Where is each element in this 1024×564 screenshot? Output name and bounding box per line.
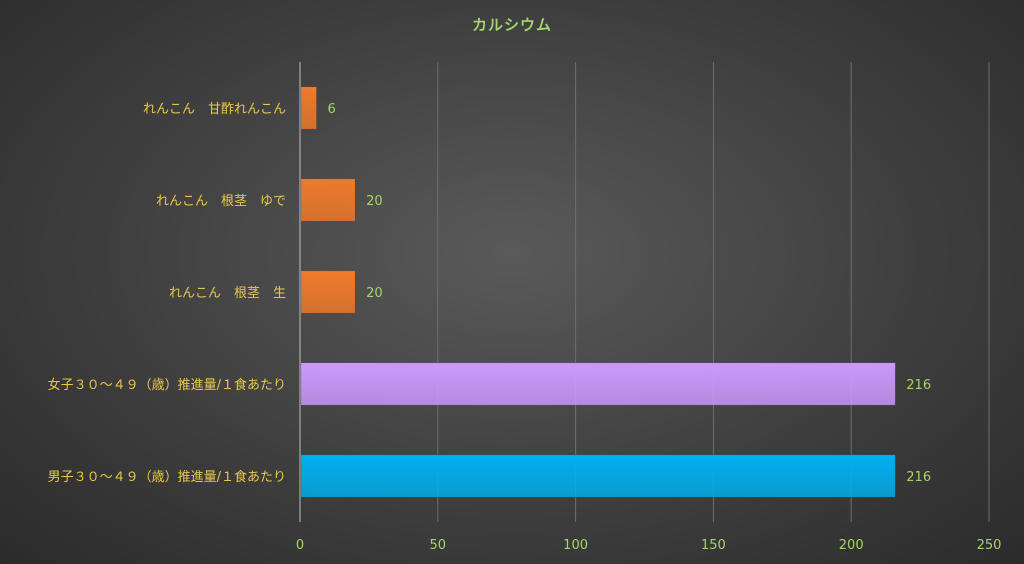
data-label: 20 xyxy=(366,194,383,209)
x-tick-label: 100 xyxy=(563,538,588,553)
x-tick-label: 200 xyxy=(839,538,864,553)
category-label: 男子３０～４９（歳）推進量/１食あたり xyxy=(48,469,286,485)
x-tick-label: 0 xyxy=(296,538,304,553)
bar xyxy=(300,454,896,498)
data-label: 20 xyxy=(366,286,383,301)
category-label: れんこん 甘酢れんこん xyxy=(143,102,286,117)
x-tick-label: 150 xyxy=(701,538,726,553)
category-label: れんこん 根茎 ゆで xyxy=(156,194,286,209)
category-label: 女子３０～４９（歳）推進量/１食あたり xyxy=(48,377,286,393)
data-label: 6 xyxy=(328,102,336,117)
bar xyxy=(300,86,317,130)
category-label: れんこん 根茎 生 xyxy=(169,286,286,301)
x-tick-label: 50 xyxy=(430,538,447,553)
data-label: 216 xyxy=(906,378,931,393)
chart-title: カルシウム xyxy=(471,16,552,34)
bar xyxy=(300,362,896,406)
bar xyxy=(300,178,356,222)
bar xyxy=(300,270,356,314)
data-label: 216 xyxy=(906,470,931,485)
x-tick-label: 250 xyxy=(977,538,1002,553)
